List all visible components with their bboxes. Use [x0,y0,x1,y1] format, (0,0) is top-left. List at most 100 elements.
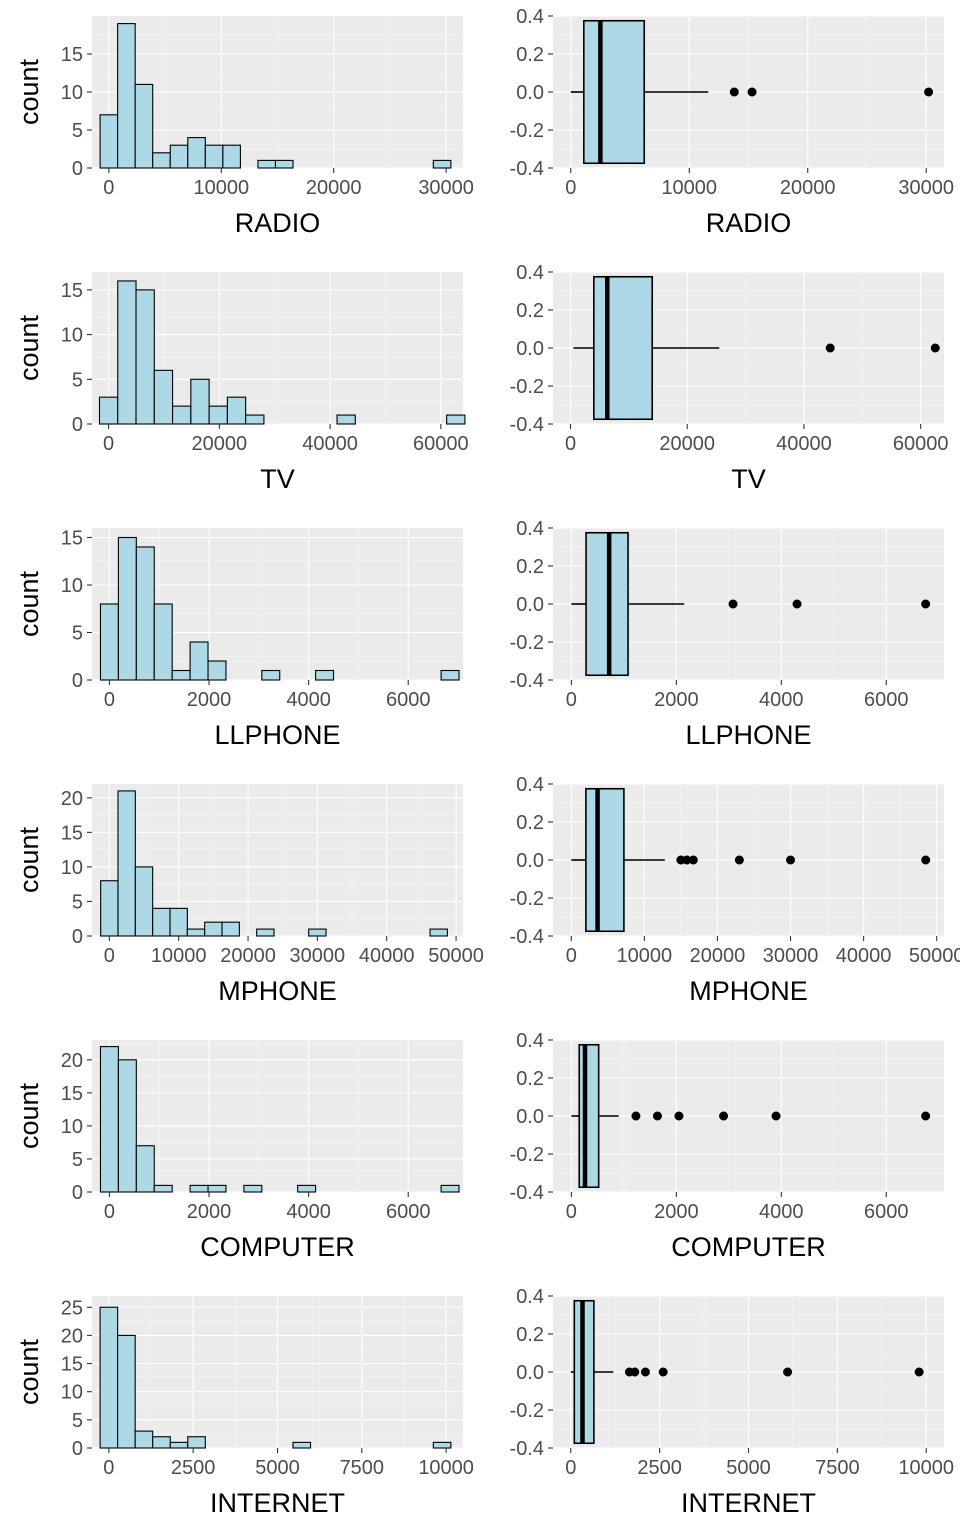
x-tick-label: 0 [103,433,114,455]
y-tick-label: 10 [61,1116,83,1138]
y-tick-label: 0 [72,670,83,692]
y-tick-label: 0.2 [516,44,544,66]
outlier-point [747,87,757,97]
histogram-bar [134,83,154,169]
panel-box-mphone: 0 10000 20000 30000 40000 50000 -0.4 -0.2 0.0 0.2… [510,774,960,1006]
y-tick-label: -0.2 [510,632,544,654]
y-tick-label: 25 [61,1297,83,1319]
outlier-point [728,599,738,609]
x-axis-title: TV [731,464,766,494]
y-tick-label: 0.4 [516,1286,544,1308]
y-tick-label: 0.0 [516,850,544,872]
histogram-bar [99,603,119,681]
y-tick-label: 5 [72,1410,83,1432]
x-tick-label: 0 [103,1457,114,1479]
y-axis-title: count [14,1338,44,1405]
histogram-bar [99,1306,119,1449]
outlier-point [640,1367,650,1377]
y-tick-label: 0.0 [516,1362,544,1384]
histogram-bar [169,1441,189,1449]
histogram-bar [226,396,247,425]
outlier-point [921,599,931,609]
x-tick-label: 6000 [386,689,431,711]
x-tick-label: 40000 [302,433,358,455]
x-tick-label: 30000 [418,177,474,199]
y-tick-label: -0.4 [510,670,544,692]
x-tick-label: 40000 [359,945,415,967]
outlier-point [734,855,744,865]
y-tick-label: 5 [72,1149,83,1171]
histogram-bar [440,1184,460,1193]
x-axis-title: COMPUTER [200,1232,355,1262]
y-tick-label: 15 [61,822,83,844]
y-tick-label: 0.4 [516,1030,544,1052]
y-tick-label: 15 [61,1354,83,1376]
x-axis-title: INTERNET [210,1488,345,1518]
y-tick-label: 0 [72,158,83,180]
y-tick-label: 5 [72,891,83,913]
x-tick-label: 10000 [898,1457,954,1479]
outlier-point [771,1111,781,1121]
histogram-bar [153,603,173,681]
y-tick-label: 15 [61,1083,83,1105]
x-tick-label: 10000 [661,177,717,199]
histogram-bar [204,144,224,169]
x-tick-label: 40000 [836,945,892,967]
x-tick-label: 2500 [171,1457,216,1479]
x-tick-label: 0 [104,945,115,967]
histogram-bar [135,289,155,425]
y-tick-label: -0.2 [510,1144,544,1166]
x-tick-label: 6000 [386,1201,431,1223]
histogram-bar [153,369,174,425]
x-tick-label: 7500 [815,1457,860,1479]
histogram-bar [152,1436,171,1449]
outlier-point [719,1111,729,1121]
outlier-point [631,1111,641,1121]
x-tick-label: 10000 [617,945,673,967]
x-tick-label: 0 [104,689,115,711]
x-tick-label: 0 [565,177,576,199]
histogram-bar [135,546,155,681]
y-axis-title: count [14,1082,44,1149]
y-tick-label: 20 [61,1325,83,1347]
x-tick-label: 0 [104,1201,115,1223]
y-tick-label: -0.2 [510,376,544,398]
x-tick-label: 2000 [654,1201,699,1223]
y-tick-label: 0.0 [516,82,544,104]
y-tick-label: 20 [61,1050,83,1072]
histogram-bar [207,660,227,681]
x-tick-label: 6000 [864,689,909,711]
histogram-bar [117,1334,136,1449]
y-tick-label: -0.4 [510,414,544,436]
histogram-bar [432,159,452,169]
interquartile-box [583,19,646,165]
x-tick-label: 20000 [780,177,836,199]
y-axis-title: count [14,826,44,893]
outlier-point [729,87,739,97]
x-tick-label: 4000 [286,1201,331,1223]
histogram-bar [336,414,356,425]
y-tick-label: 0.4 [516,774,544,796]
x-tick-label: 60000 [893,433,949,455]
histogram-bar [207,1184,227,1193]
histogram-bar [189,1184,209,1193]
outlier-point [786,855,796,865]
x-tick-label: 5000 [726,1457,771,1479]
x-tick-label: 5000 [255,1457,300,1479]
y-tick-label: 15 [61,528,83,550]
y-tick-label: 0.2 [516,1324,544,1346]
x-tick-label: 20000 [306,177,362,199]
y-tick-label: 0.4 [516,262,544,284]
y-tick-label: 0.4 [516,518,544,540]
outlier-point [658,1367,668,1377]
panel-bar-radio: 0 10000 20000 30000 0 5 10 15 RADIO count [14,16,474,238]
outlier-point [652,1111,662,1121]
y-tick-label: -0.4 [510,1438,544,1460]
y-tick-label: 0.2 [516,1068,544,1090]
y-tick-label: -0.4 [510,1182,544,1204]
y-tick-label: -0.2 [510,120,544,142]
y-tick-label: 10 [61,575,83,597]
histogram-bar [186,928,206,937]
histogram-bar [171,669,191,681]
